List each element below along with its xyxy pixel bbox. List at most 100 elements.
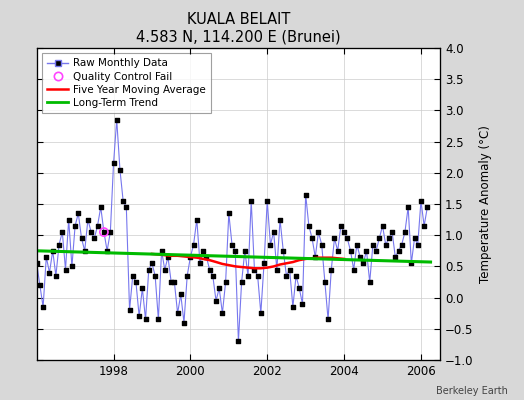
- Point: [145, 266, 153, 273]
- Point: [276, 216, 284, 223]
- Point: [228, 241, 236, 248]
- Point: [417, 198, 425, 204]
- Point: [391, 254, 399, 260]
- Point: [151, 272, 159, 279]
- Point: [279, 248, 288, 254]
- Point: [205, 266, 214, 273]
- Point: [404, 204, 412, 210]
- Point: [250, 266, 259, 273]
- Point: [234, 338, 243, 344]
- Point: [333, 248, 342, 254]
- Point: [199, 248, 208, 254]
- Point: [157, 248, 166, 254]
- Point: [196, 260, 204, 266]
- Point: [292, 272, 300, 279]
- Point: [183, 272, 191, 279]
- Legend: Raw Monthly Data, Quality Control Fail, Five Year Moving Average, Long-Term Tren: Raw Monthly Data, Quality Control Fail, …: [42, 53, 211, 113]
- Point: [375, 235, 384, 242]
- Point: [304, 223, 313, 229]
- Point: [372, 248, 380, 254]
- Point: [343, 235, 352, 242]
- Point: [84, 216, 92, 223]
- Point: [266, 241, 275, 248]
- Point: [324, 316, 332, 323]
- Point: [337, 223, 345, 229]
- Point: [193, 216, 201, 223]
- Point: [81, 248, 89, 254]
- Point: [148, 260, 156, 266]
- Point: [110, 160, 118, 167]
- Point: [42, 254, 50, 260]
- Point: [260, 260, 268, 266]
- Point: [346, 248, 355, 254]
- Point: [263, 198, 271, 204]
- Point: [423, 204, 432, 210]
- Point: [413, 241, 422, 248]
- Point: [282, 272, 291, 279]
- Point: [410, 235, 419, 242]
- Point: [141, 316, 150, 323]
- Point: [68, 263, 76, 270]
- Point: [125, 307, 134, 313]
- Point: [398, 241, 406, 248]
- Point: [356, 254, 364, 260]
- Point: [385, 235, 393, 242]
- Point: [209, 272, 217, 279]
- Point: [100, 229, 108, 235]
- Point: [257, 310, 265, 316]
- Point: [132, 279, 140, 285]
- Point: [301, 192, 310, 198]
- Point: [378, 223, 387, 229]
- Point: [420, 223, 428, 229]
- Point: [369, 241, 377, 248]
- Point: [401, 229, 409, 235]
- Point: [298, 301, 307, 307]
- Point: [407, 260, 416, 266]
- Point: [381, 241, 390, 248]
- Point: [231, 248, 239, 254]
- Point: [272, 266, 281, 273]
- Point: [55, 241, 63, 248]
- Point: [244, 272, 252, 279]
- Point: [340, 229, 348, 235]
- Point: [61, 266, 70, 273]
- Point: [39, 304, 47, 310]
- Point: [119, 198, 127, 204]
- Point: [215, 285, 223, 292]
- Point: [52, 272, 60, 279]
- Point: [327, 266, 335, 273]
- Point: [138, 285, 147, 292]
- Point: [286, 266, 294, 273]
- Point: [314, 229, 323, 235]
- Point: [173, 310, 182, 316]
- Point: [167, 279, 176, 285]
- Point: [135, 313, 144, 320]
- Title: KUALA BELAIT
4.583 N, 114.200 E (Brunei): KUALA BELAIT 4.583 N, 114.200 E (Brunei): [136, 12, 341, 44]
- Point: [36, 282, 44, 288]
- Point: [330, 235, 339, 242]
- Point: [128, 272, 137, 279]
- Point: [321, 279, 329, 285]
- Point: [212, 298, 220, 304]
- Point: [362, 248, 370, 254]
- Point: [74, 210, 82, 216]
- Point: [237, 279, 246, 285]
- Point: [318, 241, 326, 248]
- Point: [353, 241, 361, 248]
- Point: [247, 198, 255, 204]
- Point: [96, 204, 105, 210]
- Point: [359, 260, 367, 266]
- Point: [222, 279, 230, 285]
- Point: [186, 254, 194, 260]
- Point: [366, 279, 374, 285]
- Point: [64, 216, 73, 223]
- Point: [71, 223, 79, 229]
- Point: [113, 116, 121, 123]
- Point: [218, 310, 226, 316]
- Point: [241, 248, 249, 254]
- Y-axis label: Temperature Anomaly (°C): Temperature Anomaly (°C): [479, 125, 492, 283]
- Point: [49, 248, 57, 254]
- Point: [116, 166, 124, 173]
- Point: [106, 229, 115, 235]
- Point: [90, 235, 99, 242]
